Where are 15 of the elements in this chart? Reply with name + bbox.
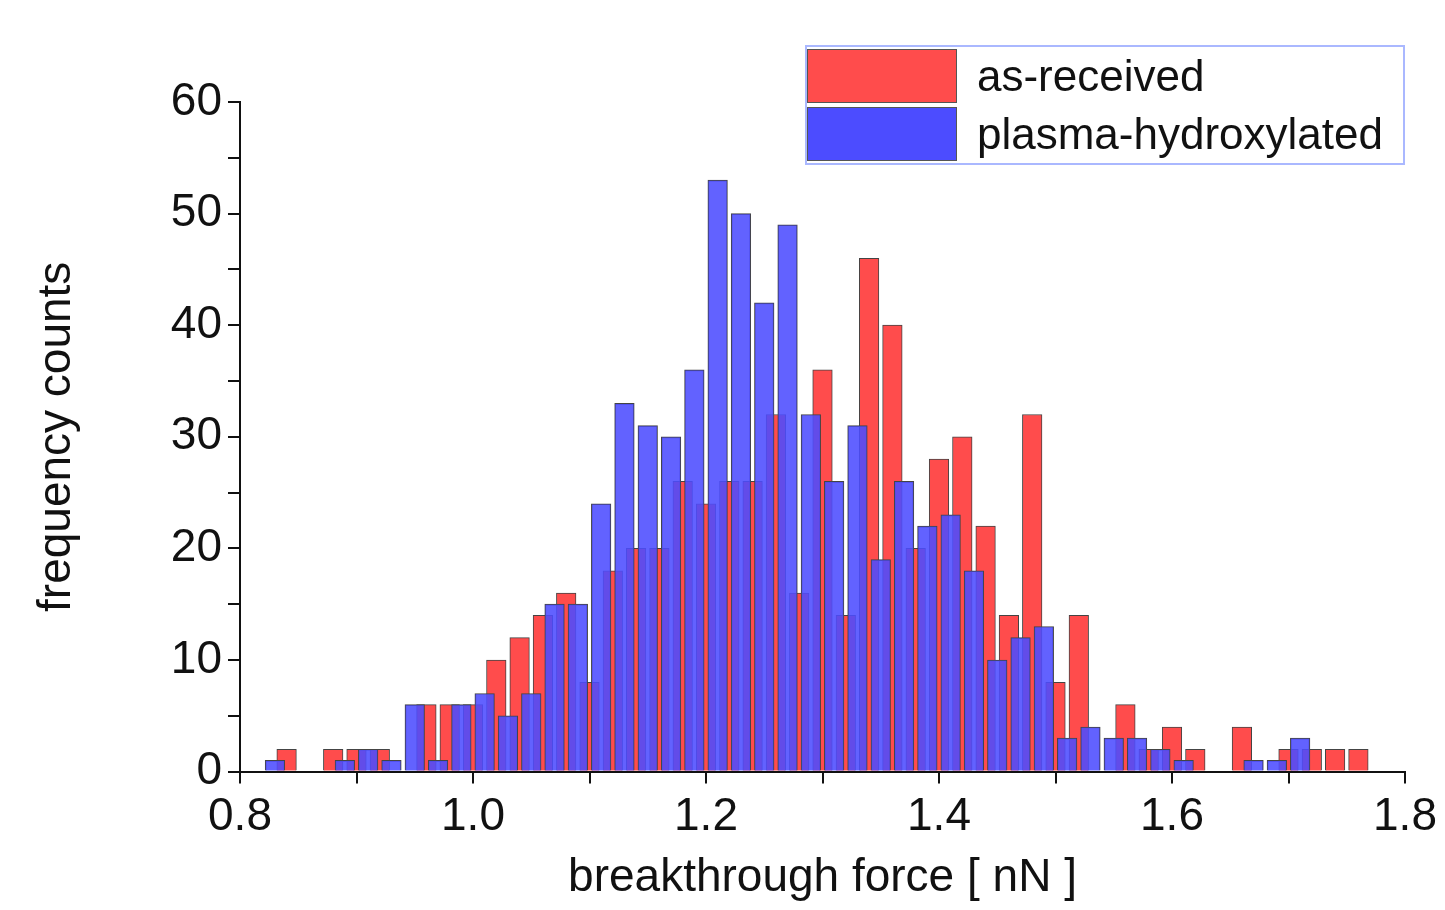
y-tick-label: 50 bbox=[170, 184, 222, 237]
y-tick-label: 40 bbox=[170, 295, 222, 348]
y-tick-label: 30 bbox=[170, 407, 222, 460]
legend-label: as-received bbox=[977, 51, 1205, 101]
x-tick-label: 1.0 bbox=[441, 787, 505, 840]
x-tick-label: 1.8 bbox=[1373, 787, 1437, 840]
y-tick-label: 10 bbox=[170, 630, 222, 683]
x-tick-label: 1.2 bbox=[674, 787, 738, 840]
x-axis-title: breakthrough force [ nN ] bbox=[568, 849, 1077, 902]
y-tick-label: 60 bbox=[170, 72, 222, 125]
y-tick-label: 20 bbox=[170, 519, 222, 572]
x-tick-label: 1.6 bbox=[1140, 787, 1204, 840]
y-axis-title: frequency counts bbox=[28, 261, 81, 612]
legend-label: plasma-hydroxylated bbox=[977, 109, 1383, 159]
x-tick-label: 1.4 bbox=[907, 787, 971, 840]
